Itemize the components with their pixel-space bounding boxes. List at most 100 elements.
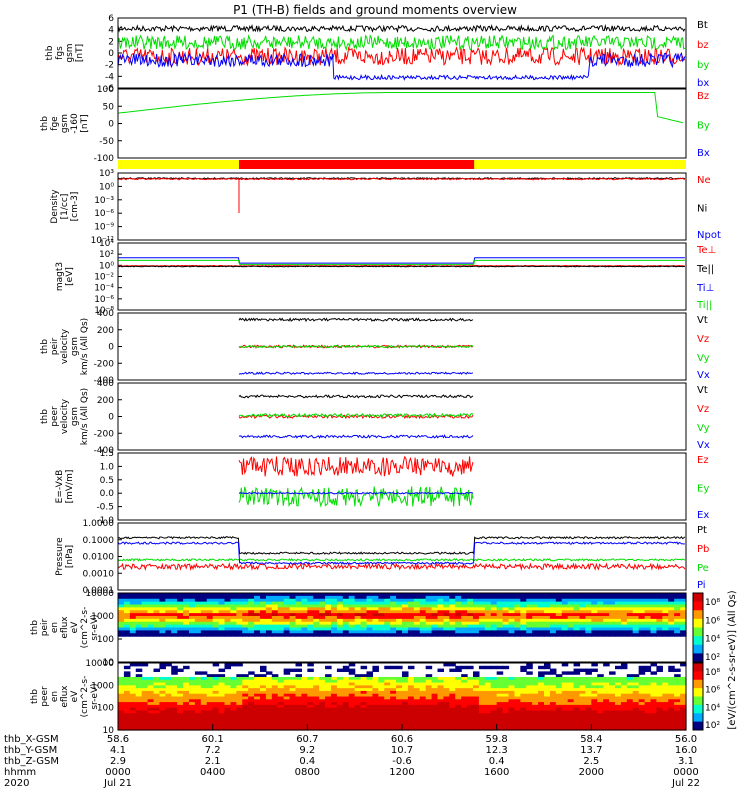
spec-cell xyxy=(277,702,285,706)
spec-cell xyxy=(135,676,143,681)
spec-cell xyxy=(147,702,155,706)
spec-cell xyxy=(419,702,427,706)
spec-cell xyxy=(248,693,255,698)
spec-cell xyxy=(644,724,652,728)
spec-cell xyxy=(437,688,445,692)
spec-cell xyxy=(200,607,208,611)
spec-cell xyxy=(248,724,255,728)
spec-cell xyxy=(177,621,184,626)
legend-entry-by: By xyxy=(697,121,710,132)
spec-cell xyxy=(123,621,131,626)
spec-cell xyxy=(189,604,196,608)
spec-cell xyxy=(496,621,504,626)
spec-cell xyxy=(674,618,681,623)
spec-cell xyxy=(135,682,143,686)
spec-cell xyxy=(271,713,279,717)
spec-cell xyxy=(561,616,569,620)
spec-cell xyxy=(609,685,616,689)
spec-cell xyxy=(200,710,208,714)
spec-cell xyxy=(650,718,658,723)
spec-cell xyxy=(384,696,391,700)
spec-cell xyxy=(242,633,249,637)
spec-cell xyxy=(615,688,622,692)
spec-cell xyxy=(325,724,332,728)
spec-cell xyxy=(147,598,155,603)
spec-cell xyxy=(171,704,178,709)
spec-cell xyxy=(390,604,397,608)
spec-cell xyxy=(674,627,681,631)
spec-cell xyxy=(609,593,616,597)
spec-cell xyxy=(212,593,220,597)
legend-entry-vy: Vy xyxy=(697,353,710,364)
spec-cell xyxy=(159,610,166,614)
spec-cell xyxy=(567,688,575,692)
spec-cell xyxy=(183,604,190,608)
spec-cell xyxy=(650,704,658,709)
spec-cell xyxy=(449,713,456,717)
spec-cell xyxy=(668,710,675,714)
spec-cell xyxy=(360,604,368,608)
spec-cell xyxy=(135,699,143,703)
spec-cell xyxy=(413,618,421,623)
spec-cell xyxy=(514,618,521,623)
spec-cell xyxy=(561,693,569,698)
spec-cell xyxy=(532,693,539,698)
spec-cell xyxy=(407,604,415,608)
spec-cell xyxy=(502,702,510,706)
spec-cell xyxy=(644,688,652,692)
axis-ylabel: peer xyxy=(50,406,60,427)
spec-cell xyxy=(656,630,663,634)
spec-cell xyxy=(402,688,409,692)
spec-cell xyxy=(579,696,587,700)
spec-cell xyxy=(183,613,190,617)
spec-cell xyxy=(478,690,486,695)
spec-cell xyxy=(496,633,504,637)
spec-cell xyxy=(289,693,297,698)
spec-cell xyxy=(413,716,421,720)
spec-cell xyxy=(579,704,587,709)
spec-cell xyxy=(372,604,379,608)
spec-cell xyxy=(165,663,172,667)
spec-cell xyxy=(271,618,279,623)
spec-cell xyxy=(325,710,332,714)
spec-cell xyxy=(449,593,456,597)
spec-cell xyxy=(248,613,255,617)
spec-cell xyxy=(360,704,368,709)
spec-cell xyxy=(390,610,397,614)
spec-cell xyxy=(591,593,598,597)
spec-cell xyxy=(165,713,172,717)
spec-cell xyxy=(680,724,687,728)
spec-cell xyxy=(336,601,344,606)
spec-cell xyxy=(254,727,261,731)
spec-cell xyxy=(342,696,350,700)
spec-cell xyxy=(260,702,267,706)
spec-cell xyxy=(484,624,492,629)
spec-cell xyxy=(644,665,652,670)
spec-cell xyxy=(638,671,646,675)
spec-cell xyxy=(567,721,575,726)
spec-cell xyxy=(342,593,350,597)
spec-cell xyxy=(567,595,575,600)
spec-cell xyxy=(615,690,622,695)
x-tick-value: 0.4 xyxy=(489,756,505,767)
spec-cell xyxy=(431,702,439,706)
spec-cell xyxy=(123,682,131,686)
spec-cell xyxy=(390,721,397,726)
spec-cell xyxy=(218,690,226,695)
spec-cell xyxy=(549,713,557,717)
spec-cell xyxy=(609,624,616,629)
spec-cell xyxy=(626,610,634,614)
spec-cell xyxy=(396,610,403,614)
spec-cell xyxy=(668,610,675,614)
axis-ylabel: thb xyxy=(40,339,50,354)
spec-cell xyxy=(129,618,137,623)
spec-cell xyxy=(183,595,190,600)
spec-cell xyxy=(165,593,172,597)
spec-cell xyxy=(638,613,646,617)
spec-cell xyxy=(573,682,581,686)
spec-cell xyxy=(431,601,439,606)
spec-cell xyxy=(449,693,456,698)
series-te-par xyxy=(117,265,685,268)
spec-cell xyxy=(484,633,492,637)
spec-cell xyxy=(514,682,521,686)
